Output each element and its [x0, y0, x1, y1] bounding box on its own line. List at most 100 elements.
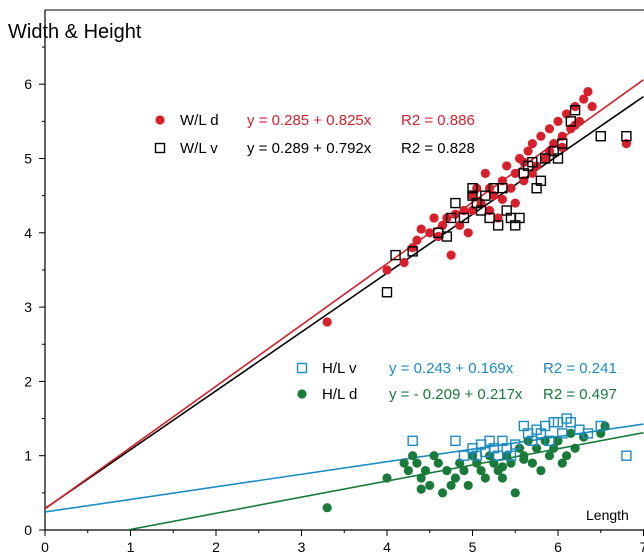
data-point [425, 228, 435, 238]
data-point [467, 183, 478, 194]
data-point [579, 94, 589, 104]
data-point [442, 465, 452, 476]
legend-r2: R2 = 0.241 [543, 360, 617, 377]
data-point [553, 116, 563, 126]
data-point [561, 451, 572, 461]
data-point [458, 212, 470, 224]
data-point [450, 197, 461, 209]
data-point [621, 131, 632, 142]
data-point [536, 131, 546, 141]
y-tick-label: 2 [24, 373, 32, 389]
x-tick-label: 5 [469, 539, 477, 555]
data-point [463, 480, 473, 491]
data-point [497, 462, 508, 472]
data-point [445, 212, 457, 224]
data-point [463, 228, 473, 238]
data-point [565, 417, 577, 428]
x-axis-title: Length [586, 507, 629, 523]
data-point [322, 503, 332, 513]
data-point [450, 473, 460, 483]
legend-marker [155, 115, 165, 125]
data-point [527, 435, 538, 447]
data-point [497, 194, 508, 204]
data-point [587, 101, 597, 112]
x-axis: 0 1 2 3 4 5 6 7 [41, 530, 644, 555]
data-point [621, 450, 632, 461]
data-point [544, 451, 555, 461]
legend-r2: R2 = 0.886 [401, 112, 475, 129]
y-tick-label: 0 [24, 522, 32, 538]
data-point [570, 101, 580, 112]
data-point [510, 488, 520, 498]
data-point [566, 428, 576, 439]
data-point [510, 439, 521, 450]
data-point [407, 435, 418, 447]
data-point [450, 435, 461, 447]
data-point [583, 87, 593, 97]
data-point [557, 142, 567, 152]
x-tick-label: 1 [127, 539, 135, 555]
data-point [506, 183, 516, 193]
data-point [420, 465, 431, 476]
y-tick-label: 3 [24, 299, 32, 315]
data-point [416, 473, 426, 483]
data-point [412, 235, 422, 245]
data-point [565, 116, 577, 127]
x-tick-label: 2 [212, 539, 220, 555]
fit-line [45, 95, 644, 510]
data-point [408, 243, 418, 253]
data-point [390, 249, 401, 261]
y-axis: 0 1 2 3 4 5 6 [24, 46, 45, 538]
y-tick-label: 5 [24, 151, 32, 167]
legend-label: W/L v [180, 140, 218, 157]
data-point [381, 287, 393, 298]
data-point [429, 213, 439, 223]
legend-r2: R2 = 0.828 [401, 140, 475, 157]
data-point [382, 265, 392, 275]
data-point [557, 458, 567, 468]
data-point [569, 105, 581, 116]
legend-equation: y = 0.285 + 0.825x [247, 112, 372, 129]
data-point [412, 458, 422, 468]
y-tick-label: 1 [24, 448, 32, 464]
x-tick-label: 4 [383, 539, 391, 555]
data-point [557, 428, 568, 439]
data-point [544, 435, 555, 447]
data-point [519, 454, 529, 465]
data-point [416, 224, 426, 234]
data-point [446, 250, 456, 260]
data-point [433, 231, 443, 242]
legend-equation: y = 0.243 + 0.169x [389, 360, 514, 377]
data-point [429, 451, 439, 461]
legend-marker [154, 142, 166, 154]
data-point [437, 488, 448, 498]
data-point [475, 205, 487, 216]
data-point [407, 246, 418, 257]
data-point [403, 465, 413, 476]
data-point [514, 212, 525, 224]
data-point [497, 473, 508, 483]
data-point [399, 257, 409, 268]
data-point [441, 231, 453, 242]
y-axis-title: Width & Height [8, 21, 142, 43]
x-tick-label: 3 [298, 539, 306, 555]
legend-label: W/L d [180, 112, 219, 129]
data-point [480, 168, 490, 178]
data-point [510, 168, 520, 178]
data-point [595, 420, 606, 432]
data-point [539, 153, 551, 164]
data-point [467, 190, 478, 201]
data-point [510, 198, 520, 208]
data-point [446, 480, 456, 491]
data-point [536, 465, 546, 476]
x-tick-label: 6 [554, 539, 562, 555]
y-tick-label: 6 [24, 76, 32, 92]
data-point [523, 146, 533, 156]
data-point [527, 157, 538, 168]
data-point [492, 450, 504, 461]
x-tick-label: 0 [41, 539, 49, 555]
legend-label: H/L v [322, 360, 357, 377]
data-point [527, 139, 537, 149]
data-point [570, 443, 580, 453]
data-point [505, 450, 517, 461]
